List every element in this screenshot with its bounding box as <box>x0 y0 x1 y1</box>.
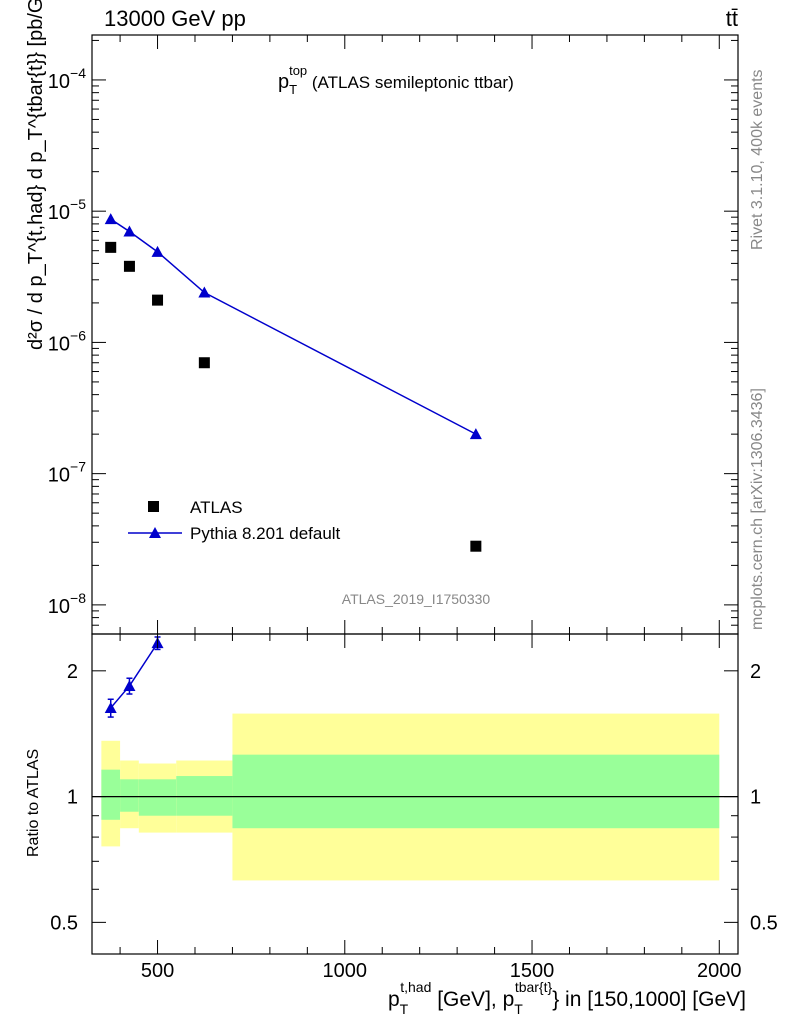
ratio-axes: 0.5 0.5 1 1 2 2 500 1000 1500 2000 <box>50 634 778 982</box>
inner-band <box>120 779 139 812</box>
inner-band <box>138 779 177 816</box>
legend-pythia-label: Pythia 8.201 default <box>190 524 341 543</box>
process-label: tt̄ <box>726 6 738 31</box>
main-axes: 10−8 10−7 10−6 10−5 10−4 <box>48 35 738 635</box>
pythia-point <box>123 225 136 237</box>
ratio-y-tick-label-right: 1 <box>750 787 761 809</box>
inner-band <box>176 776 233 816</box>
ratio-point <box>104 701 117 713</box>
pythia-point <box>151 245 164 257</box>
x-tick-label: 1500 <box>510 960 555 982</box>
x-tick-label: 500 <box>141 960 174 982</box>
ratio-y-tick-label-left: 1 <box>67 787 78 809</box>
main-y-axis-label: d²σ / d p_T^{t,had} d p_T^{tbar{t}} [pb/… <box>25 0 47 350</box>
legend-pythia-marker <box>149 527 161 538</box>
atlas-point <box>105 241 117 253</box>
ratio-point <box>123 679 136 691</box>
y-tick-label: 10−7 <box>48 459 86 487</box>
pythia-line <box>110 218 477 435</box>
mcplots-label: mcplots.cern.ch [arXiv:1306.3436] <box>749 388 766 630</box>
plot-title: pTtop (ATLAS semileptonic ttbar) <box>278 63 514 97</box>
ratio-data-marks <box>104 636 164 718</box>
inner-band <box>101 769 121 820</box>
x-tick-label: 2000 <box>697 960 742 982</box>
atlas-point <box>470 540 482 552</box>
atlas-point <box>123 260 135 272</box>
collision-label: 13000 GeV pp <box>104 6 246 31</box>
y-tick-label: 10−5 <box>48 196 86 224</box>
legend: ATLAS Pythia 8.201 default <box>128 498 341 543</box>
x-axis-label: pTt,had [GeV], pTtbar{t}} in [150,1000] … <box>388 979 746 1017</box>
ratio-y-tick-label-right: 0.5 <box>750 912 778 934</box>
pythia-point <box>469 428 482 440</box>
pythia-point <box>198 286 211 298</box>
ratio-y-tick-label-right: 2 <box>750 661 761 683</box>
main-data-marks <box>104 213 482 552</box>
x-tick-label: 1000 <box>323 960 368 982</box>
ratio-y-tick-label-left: 2 <box>67 661 78 683</box>
legend-atlas-label: ATLAS <box>190 498 243 517</box>
main-plot: pTtop (ATLAS semileptonic ttbar) ATLAS_2… <box>25 0 739 635</box>
legend-atlas-marker <box>148 501 159 512</box>
inner-band <box>232 754 720 829</box>
ratio-y-axis-label: Ratio to ATLAS <box>25 749 42 857</box>
atlas-point <box>152 294 164 306</box>
ratio-plot: 0.5 0.5 1 1 2 2 500 1000 1500 2000 Ratio to ATLAS <box>25 633 778 982</box>
analysis-watermark: ATLAS_2019_I1750330 <box>342 591 491 607</box>
pythia-point <box>104 213 117 225</box>
ratio-line <box>110 642 159 709</box>
rivet-version-label: Rivet 3.1.10, 400k events <box>749 69 766 250</box>
ratio-frame <box>91 633 739 955</box>
ratio-y-tick-label-left: 0.5 <box>50 912 78 934</box>
y-tick-label: 10−8 <box>48 590 86 618</box>
main-frame <box>91 34 739 635</box>
y-tick-label: 10−4 <box>48 65 86 93</box>
y-tick-label: 10−6 <box>48 327 86 355</box>
atlas-point <box>198 357 210 369</box>
